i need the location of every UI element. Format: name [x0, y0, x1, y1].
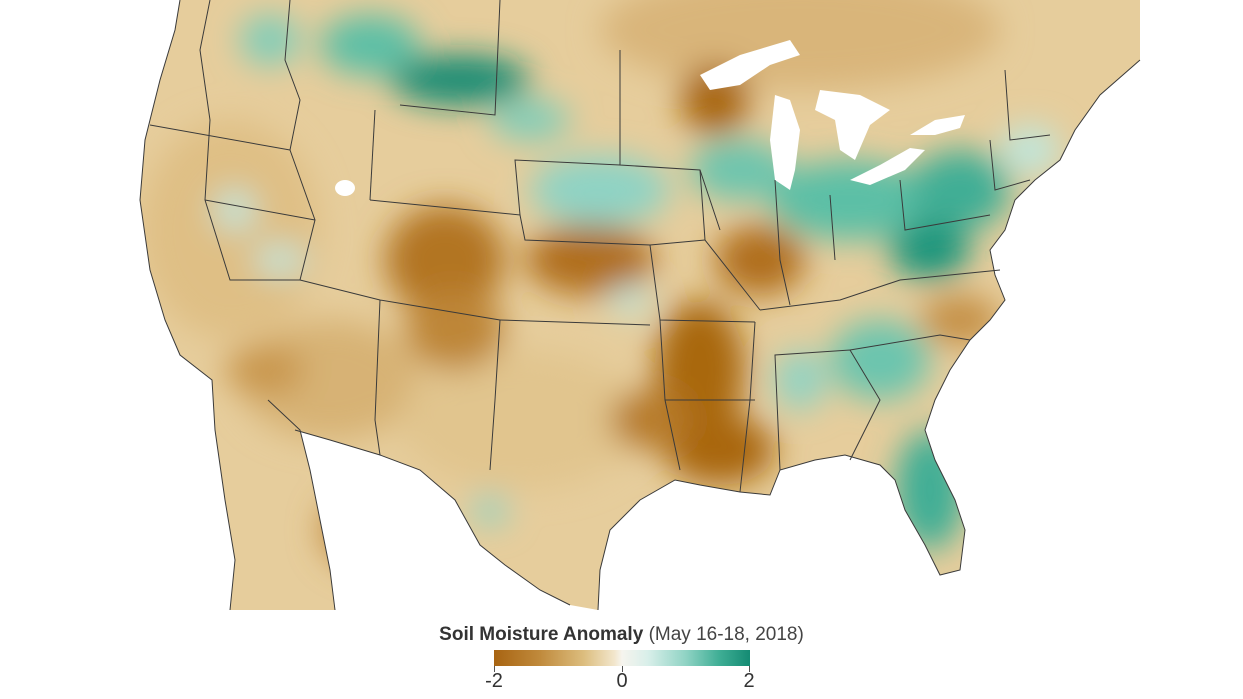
- tick-label-max: 2: [743, 670, 755, 692]
- colorbar: [494, 650, 750, 666]
- soil-moisture-map: [139, 0, 1141, 611]
- legend-title-date: (May 16-18, 2018): [648, 624, 804, 645]
- state-borders: [139, 0, 1141, 611]
- tick-min: [494, 666, 495, 672]
- legend-title: Soil Moisture Anomaly (May 16-18, 2018): [0, 624, 1243, 646]
- legend: Soil Moisture Anomaly (May 16-18, 2018) …: [0, 622, 1243, 699]
- anomaly-field: [140, 0, 1140, 610]
- great-lakes: [335, 40, 965, 196]
- tick-label-mid: 0: [616, 670, 628, 692]
- legend-title-main: Soil Moisture Anomaly: [439, 624, 644, 645]
- tick-mid: [622, 666, 623, 672]
- tick-label-min: -2: [485, 670, 503, 692]
- tick-max: [749, 666, 750, 672]
